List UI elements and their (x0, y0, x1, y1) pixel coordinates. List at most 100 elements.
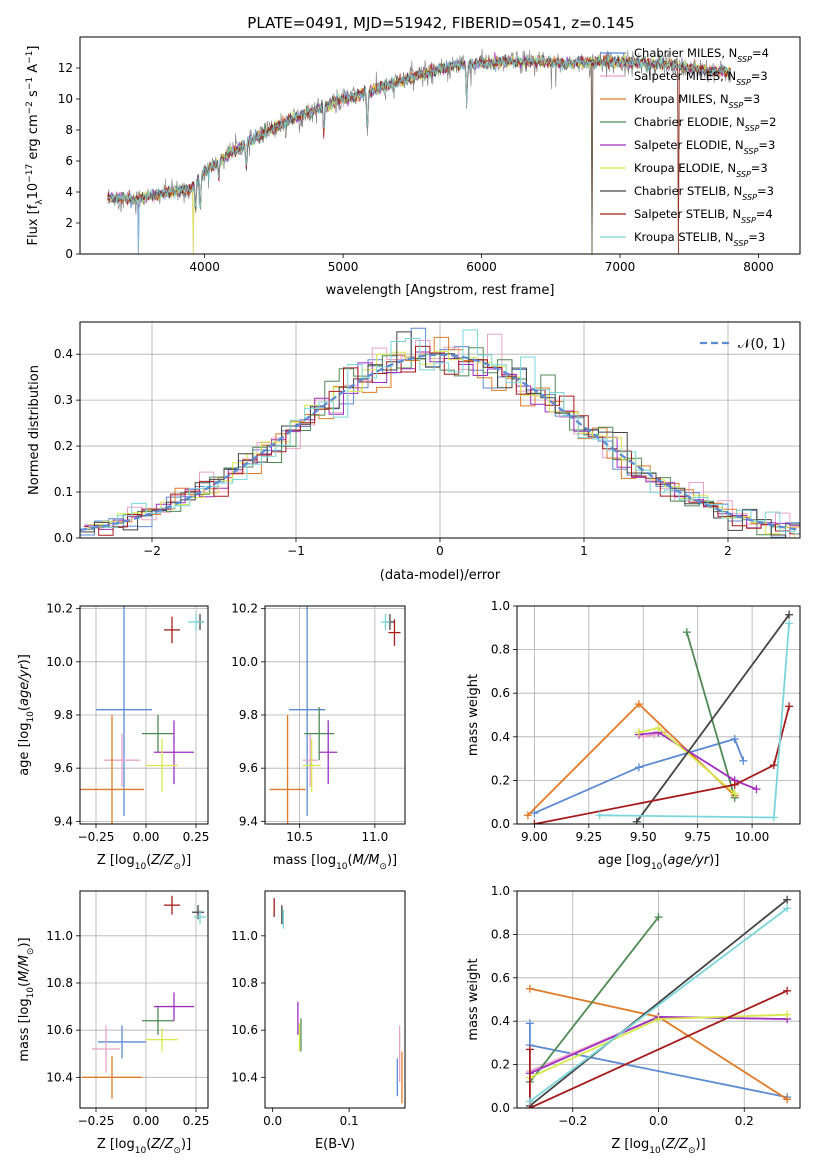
errorbar-kroupa_elodie (146, 738, 178, 793)
model-spectrum-chabrier_stelib (107, 54, 732, 254)
spectrum-lines (107, 48, 732, 254)
legend-label-chabrier_elodie: Chabrier ELODIE, NSSP=2 (634, 115, 776, 133)
y-tick-label: 12 (58, 61, 73, 75)
x-tick-label: 0.0 (649, 1114, 668, 1128)
weight-marker-kroupa_stelib (595, 811, 604, 820)
x-tick-label: 11.0 (362, 830, 389, 844)
x-tick-label: 0.0 (263, 1114, 282, 1128)
y-tick-label: 0.6 (491, 971, 510, 985)
y-tick-label: 0.2 (491, 773, 510, 787)
y-tick-label: 4 (65, 185, 73, 199)
weight-marker-kroupa_stelib (769, 813, 778, 822)
errorbar-salpeter_elodie (319, 720, 338, 785)
y-tick-label: 0.1 (54, 485, 73, 499)
histogram-salpeter_miles (84, 333, 800, 538)
errorbar-kroupa_stelib (380, 613, 390, 630)
y-tick-label: 0.2 (491, 1058, 510, 1072)
z-mass-frame (79, 890, 209, 1109)
y-tick-label: 0.3 (54, 393, 73, 407)
weight-marker-kroupa_elodie (654, 1015, 663, 1024)
ebv-mass-xlabel: E(B-V) (315, 1137, 355, 1152)
weight-marker-chabrier_elodie (682, 628, 691, 637)
errorbar-kroupa_miles (82, 1056, 142, 1099)
figure-title: PLATE=0491, MJD=51942, FIBERID=0541, z=0… (247, 14, 634, 32)
age-weight-axes: 9.00 9.25 9.50 9.75 10.00 0.0 0.2 0.4 0.6 0.8 1.0 (491, 599, 800, 844)
z-age-axes: −0.25 0.00 0.25 9.4 9.6 9.8 10.0 10.2 (46, 602, 209, 844)
errorbar-chabrier_miles (96, 606, 152, 817)
y-tick-label: 9.6 (239, 761, 258, 775)
errorbar-kroupa_miles (269, 715, 306, 824)
y-tick-label: 0.6 (491, 686, 510, 700)
y-tick-label: 0.4 (491, 1014, 510, 1028)
legend-label-kroupa_miles: Kroupa MILES, NSSP=3 (634, 92, 760, 110)
y-tick-label: 11.0 (231, 929, 258, 943)
x-tick-label: −2 (143, 544, 161, 558)
x-tick-label: 9.00 (521, 830, 548, 844)
weight-marker-kroupa_elodie (783, 1010, 792, 1019)
errorbar-salpeter_miles (302, 733, 318, 787)
errorbar-chabrier_elodie (142, 1006, 174, 1035)
y-tick-label: 8 (65, 123, 73, 137)
weight-line-chabrier_elodie (529, 916, 660, 1083)
legend-label-normal: 𝒩(0, 1) (738, 337, 785, 352)
y-tick-label: 1.0 (491, 599, 510, 613)
age-weight-ylabel: mass weight (466, 674, 481, 756)
spectrum-ylabel: Flux [fλ10−17 erg cm−2 s−1 A−1] (25, 46, 45, 246)
y-tick-label: 0.8 (491, 643, 510, 657)
weight-marker-chabrier_miles (730, 734, 739, 743)
weight-marker-kroupa_elodie (654, 724, 663, 733)
x-tick-label: 0.00 (133, 1114, 160, 1128)
age-weight-lines (523, 610, 794, 824)
errorbar-kroupa_miles (80, 715, 144, 824)
weight-marker-kroupa_stelib (783, 904, 792, 913)
ebv-mass-points (273, 898, 403, 1104)
x-tick-label: −0.2 (558, 1114, 587, 1128)
z-age-xlabel: Z [log10(Z/Z⊙)] (97, 853, 191, 872)
weight-marker-salpeter_miles (650, 730, 659, 739)
residual-histograms (80, 327, 800, 538)
weight-line-chabrier_stelib (635, 614, 790, 823)
legend-label-salpeter_elodie: Salpeter ELODIE, NSSP=3 (634, 138, 775, 156)
errorbar-kroupa_elodie (302, 738, 321, 793)
weight-marker-salpeter_stelib (785, 702, 794, 711)
weight-marker-kroupa_miles (783, 1095, 792, 1104)
z-mass-points (82, 895, 206, 1099)
weight-marker-kroupa_elodie (730, 789, 739, 798)
errorbar-salpeter_stelib (164, 616, 180, 644)
weight-marker-salpeter_stelib (730, 780, 739, 789)
z-weight-xlabel: Z [log10(Z/Z⊙)] (611, 1137, 705, 1156)
x-tick-label: 9.25 (575, 830, 602, 844)
weight-marker-chabrier_stelib (632, 817, 641, 824)
weight-marker-chabrier_miles (634, 763, 643, 772)
weight-marker-kroupa_elodie (634, 728, 643, 737)
weight-line-chabrier_elodie (685, 631, 736, 799)
y-tick-label: 10.2 (46, 602, 73, 616)
z-weight-ylabel: mass weight (466, 958, 481, 1040)
model-spectrum-kroupa_stelib (107, 54, 732, 254)
x-tick-label: 0.1 (340, 1114, 359, 1128)
y-tick-label: 9.8 (239, 708, 258, 722)
x-tick-label: 6000 (466, 260, 497, 274)
x-tick-label: 10.5 (286, 830, 313, 844)
histogram-chabrier_elodie (80, 347, 800, 536)
x-tick-label: 0.00 (133, 830, 160, 844)
spectrum-axes: 4000 5000 6000 7000 8000 0 2 4 6 8 10 12 (58, 61, 774, 274)
x-tick-label: 8000 (743, 260, 774, 274)
y-tick-label: 2 (65, 216, 73, 230)
legend-label-chabrier_miles: Chabrier MILES, NSSP=4 (634, 46, 769, 64)
x-tick-label: 7000 (605, 260, 636, 274)
legend-label-kroupa_elodie: Kroupa ELODIE, NSSP=3 (634, 161, 768, 179)
mass-age-axes: 10.5 11.0 9.4 9.6 9.8 10.0 10.2 (231, 602, 405, 844)
y-tick-label: 10 (58, 92, 73, 106)
x-tick-label: 0.2 (735, 1114, 754, 1128)
errorbar-salpeter_elodie (154, 992, 194, 1021)
x-tick-label: −0.25 (78, 830, 115, 844)
errorbar-salpeter_stelib (164, 895, 180, 915)
weight-marker-kroupa_miles (523, 811, 532, 820)
weight-line-salpeter_stelib (534, 706, 790, 824)
z-mass-xlabel: Z [log10(Z/Z⊙)] (97, 1137, 191, 1156)
z-mass-axes: −0.25 0.00 0.25 10.4 10.6 10.8 11.0 (46, 891, 209, 1128)
residuals-frame (79, 321, 801, 539)
weight-marker-salpeter_stelib (769, 761, 778, 770)
